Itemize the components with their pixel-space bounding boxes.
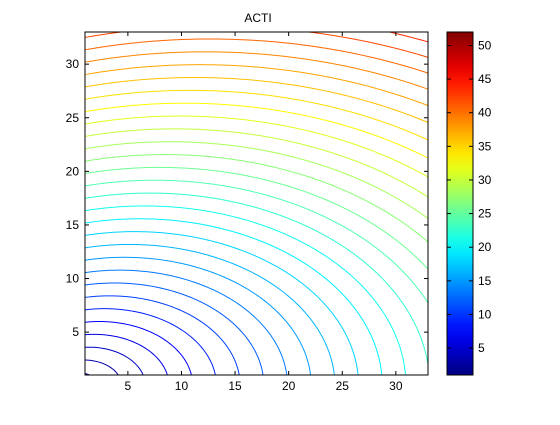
x-tick-label: 25 <box>336 379 350 393</box>
x-tick-label: 10 <box>175 379 189 393</box>
plot-area-border <box>84 31 429 376</box>
contour-line-19 <box>84 128 429 198</box>
contour-lines <box>84 31 429 376</box>
y-tick-label: 5 <box>72 325 79 339</box>
colorbar-tick-label: 50 <box>478 38 492 52</box>
contour-line-17 <box>84 154 429 243</box>
contour-line-13 <box>84 205 407 376</box>
colorbar-tick-label: 5 <box>478 341 485 355</box>
contour-line-22 <box>84 89 429 141</box>
contour-line-12 <box>84 218 383 376</box>
colorbar-gradient <box>446 31 474 376</box>
colorbar: 5 10 15 20 25 30 35 40 45 50 <box>446 31 492 376</box>
contour-line-20 <box>84 115 429 178</box>
contour-line-26 <box>84 38 429 74</box>
contour-line-5 <box>84 308 216 376</box>
chart-title: ACTI <box>244 11 271 25</box>
colorbar-tick-label: 10 <box>478 307 492 321</box>
colorbar-tick-label: 15 <box>478 274 492 288</box>
x-tick-label: 20 <box>282 379 296 393</box>
contour-line-7 <box>84 282 264 376</box>
colorbar-tick-label: 25 <box>478 207 492 221</box>
contour-line-9 <box>84 256 312 376</box>
contour-line-2 <box>84 346 144 376</box>
x-axis: 5 10 15 20 25 30 <box>125 32 403 393</box>
x-tick-label: 5 <box>125 379 132 393</box>
y-tick-label: 20 <box>66 164 80 178</box>
colorbar-tick-label: 20 <box>478 240 492 254</box>
contour-line-28 <box>388 31 429 43</box>
contour-line-10 <box>84 243 335 376</box>
colorbar-tick-label: 35 <box>478 139 492 153</box>
colorbar-tick-label: 40 <box>478 106 492 120</box>
contour-line-15 <box>84 179 429 304</box>
contour-line-16 <box>84 166 429 270</box>
contour-line-25 <box>84 51 429 90</box>
x-tick-label: 30 <box>389 379 403 393</box>
colorbar-tick-label: 30 <box>478 173 492 187</box>
y-tick-label: 25 <box>66 111 80 125</box>
contour-line-24 <box>84 64 429 107</box>
y-tick-label: 10 <box>66 272 80 286</box>
contour-line-4 <box>84 321 192 376</box>
contour-line-18 <box>84 141 429 219</box>
colorbar-tick-label: 45 <box>478 72 492 86</box>
contour-line-1 <box>84 359 119 376</box>
contour-line-11 <box>84 231 359 376</box>
contour-line-23 <box>84 77 429 124</box>
y-tick-label: 15 <box>66 218 80 232</box>
y-axis: 5 10 15 20 25 30 <box>66 57 428 339</box>
contour-line-8 <box>84 269 288 376</box>
contour-line-6 <box>84 295 240 376</box>
x-tick-label: 15 <box>228 379 242 393</box>
y-tick-label: 30 <box>66 57 80 71</box>
contour-line-3 <box>84 333 168 376</box>
